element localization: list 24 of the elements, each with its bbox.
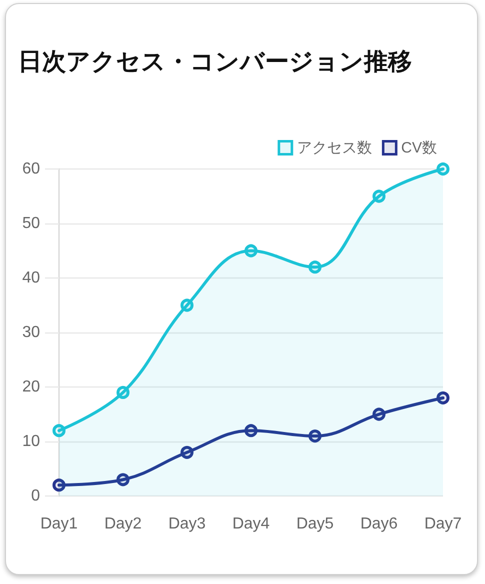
y-tick-label: 50 xyxy=(22,215,40,232)
y-tick-label: 40 xyxy=(22,270,40,286)
x-tick-label: Day1 xyxy=(40,516,78,532)
x-tick-label: Day6 xyxy=(360,516,398,532)
x-tick-label: Day2 xyxy=(104,516,142,532)
point xyxy=(308,260,322,274)
point xyxy=(436,162,450,176)
x-tick-label: Day4 xyxy=(232,516,270,532)
y-tick-label: 20 xyxy=(22,378,40,396)
y-tick-label: 60 xyxy=(22,160,40,178)
y-tick-label: 0 xyxy=(31,488,40,504)
point xyxy=(372,190,386,203)
legend-label: アクセス数 xyxy=(296,139,372,156)
y-tick-label: 10 xyxy=(22,433,40,450)
x-tick-label: Day7 xyxy=(424,516,462,532)
point xyxy=(180,298,194,312)
point xyxy=(116,386,130,399)
x-tick-label: Day3 xyxy=(168,516,206,532)
point xyxy=(244,244,258,258)
point xyxy=(52,424,66,438)
y-tick-label: 30 xyxy=(22,324,40,341)
legend-label: CV数 xyxy=(401,139,438,156)
chart-title: 日次アクセス・コンバージョン推移 xyxy=(18,48,412,76)
x-tick-label: Day5 xyxy=(296,516,334,532)
